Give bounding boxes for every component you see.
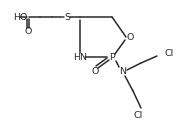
Text: O: O [91,67,99,76]
Text: Cl: Cl [165,49,174,58]
Text: P: P [109,53,115,61]
Text: Cl: Cl [133,110,143,120]
Text: HO: HO [13,12,27,22]
Text: S: S [64,12,70,22]
Text: N: N [119,67,126,76]
Text: HN: HN [73,53,87,61]
Text: O: O [127,33,134,42]
Text: O: O [24,26,32,35]
